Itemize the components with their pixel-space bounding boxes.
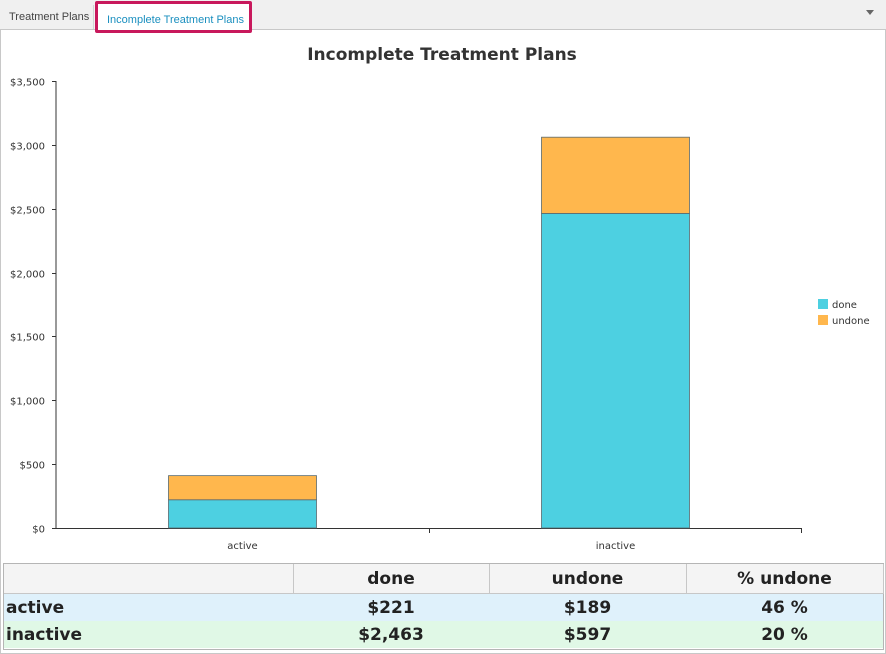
cell-pct-undone: 20 %	[686, 621, 883, 648]
y-tick-label: $1,500	[10, 333, 45, 344]
tab-treatment-plans[interactable]: Treatment Plans	[2, 5, 94, 29]
tab-bar: Treatment Plans Incomplete Treatment Pla…	[0, 0, 886, 33]
cell-done: $221	[293, 593, 489, 621]
table-row[interactable]: inactive $2,463 $597 20 %	[4, 621, 883, 648]
y-tick-label: $3,000	[10, 142, 45, 153]
x-tick-label: active	[227, 541, 257, 552]
y-tick-label: $2,000	[10, 270, 45, 281]
legend: done undone	[818, 299, 870, 327]
y-tick-label: $500	[20, 461, 45, 472]
stacked-bar-chart: Incomplete Treatment Plans $0$500$1,000$…	[10, 45, 870, 552]
summary-table: done undone % undone active $221 $189 46…	[4, 564, 884, 648]
bar-undone-inactive	[541, 136, 690, 214]
header-undone[interactable]: undone	[489, 564, 687, 594]
cell-done: $2,463	[293, 621, 489, 648]
header-row-label	[4, 564, 294, 594]
header-done[interactable]: done	[293, 564, 490, 594]
y-tick-label: $0	[32, 525, 45, 536]
legend-label-done: done	[832, 300, 857, 311]
legend-label-undone: undone	[832, 316, 870, 327]
row-label: inactive	[4, 621, 293, 648]
y-tick-label: $3,500	[10, 78, 45, 89]
legend-swatch-undone	[818, 315, 828, 325]
chart-title: Incomplete Treatment Plans	[307, 45, 577, 65]
row-label: active	[4, 593, 293, 621]
tab-incomplete-treatment-plans[interactable]: Incomplete Treatment Plans	[95, 1, 252, 33]
y-tick-label: $2,500	[10, 206, 45, 217]
bar-done-active	[168, 499, 317, 529]
table-header-row: done undone % undone	[4, 564, 884, 594]
tab-dropdown-icon[interactable]	[866, 10, 874, 15]
header-pct-undone[interactable]: % undone	[686, 564, 884, 594]
legend-swatch-done	[818, 299, 828, 309]
table-row[interactable]: active $221 $189 46 %	[4, 593, 883, 621]
x-axis: active inactive	[56, 528, 802, 552]
bar-done-inactive	[541, 213, 690, 529]
bars	[168, 136, 690, 529]
cell-undone: $189	[489, 593, 686, 621]
summary-grid: done undone % undone active $221 $189 46…	[3, 563, 884, 650]
bar-undone-active	[168, 475, 317, 501]
y-tick-label: $1,000	[10, 397, 45, 408]
x-tick-label: inactive	[596, 541, 636, 552]
y-axis: $0 $500 $1,000 $1,500 $2,000 $2,500 $3,000 $3,5…	[10, 78, 57, 536]
cell-pct-undone: 46 %	[686, 593, 883, 621]
cell-undone: $597	[489, 621, 686, 648]
